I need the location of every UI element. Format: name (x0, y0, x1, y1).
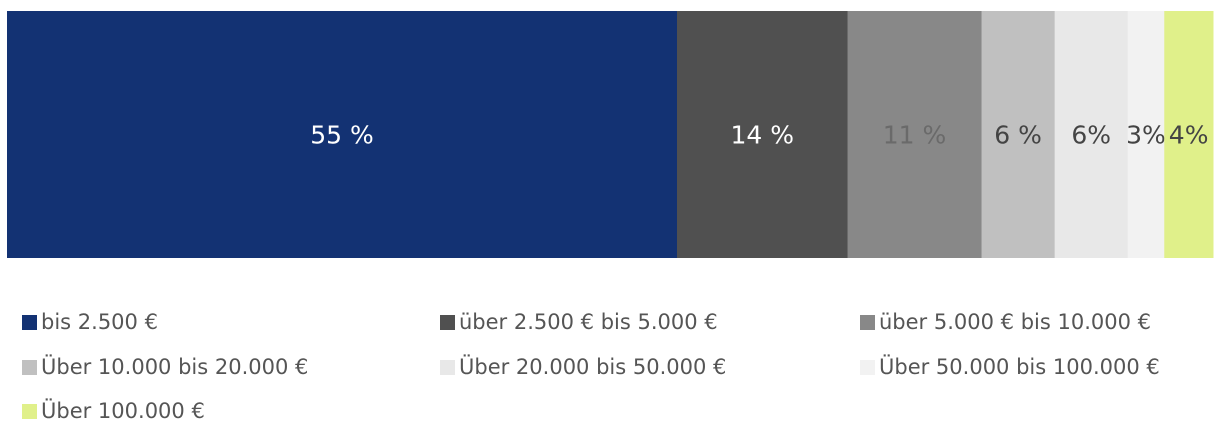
legend-marker (440, 360, 455, 375)
value-label: 3% (1126, 121, 1166, 150)
bar-segment (1164, 11, 1214, 258)
legend-label: Über 50.000 bis 100.000 € (879, 354, 1160, 379)
value-label: 14 % (731, 121, 795, 150)
legend-label: Über 100.000 € (41, 398, 205, 423)
legend-marker (860, 315, 875, 330)
legend-marker (22, 315, 37, 330)
legend-label: Über 20.000 bis 50.000 € (459, 354, 726, 379)
bar-segment (847, 11, 983, 258)
value-label: 6 % (994, 121, 1042, 150)
value-label: 55 % (310, 121, 374, 150)
legend-marker (440, 315, 455, 330)
legend-label: Über 10.000 bis 20.000 € (41, 354, 308, 379)
bar-segment (1054, 11, 1129, 258)
value-label: 11 % (883, 121, 947, 150)
bar-segment (677, 11, 849, 258)
legend-marker (860, 360, 875, 375)
legend-label: über 2.500 € bis 5.000 € (459, 310, 718, 334)
legend-label: über 5.000 € bis 10.000 € (879, 310, 1151, 334)
legend-label: bis 2.500 € (41, 310, 158, 334)
bar-segment (981, 11, 1056, 258)
bar-segment (1127, 11, 1165, 258)
legend-marker (22, 360, 37, 375)
value-label: 4% (1169, 121, 1209, 150)
legend-marker (22, 404, 37, 419)
bar-segment (7, 11, 678, 258)
value-label: 6% (1071, 121, 1111, 150)
